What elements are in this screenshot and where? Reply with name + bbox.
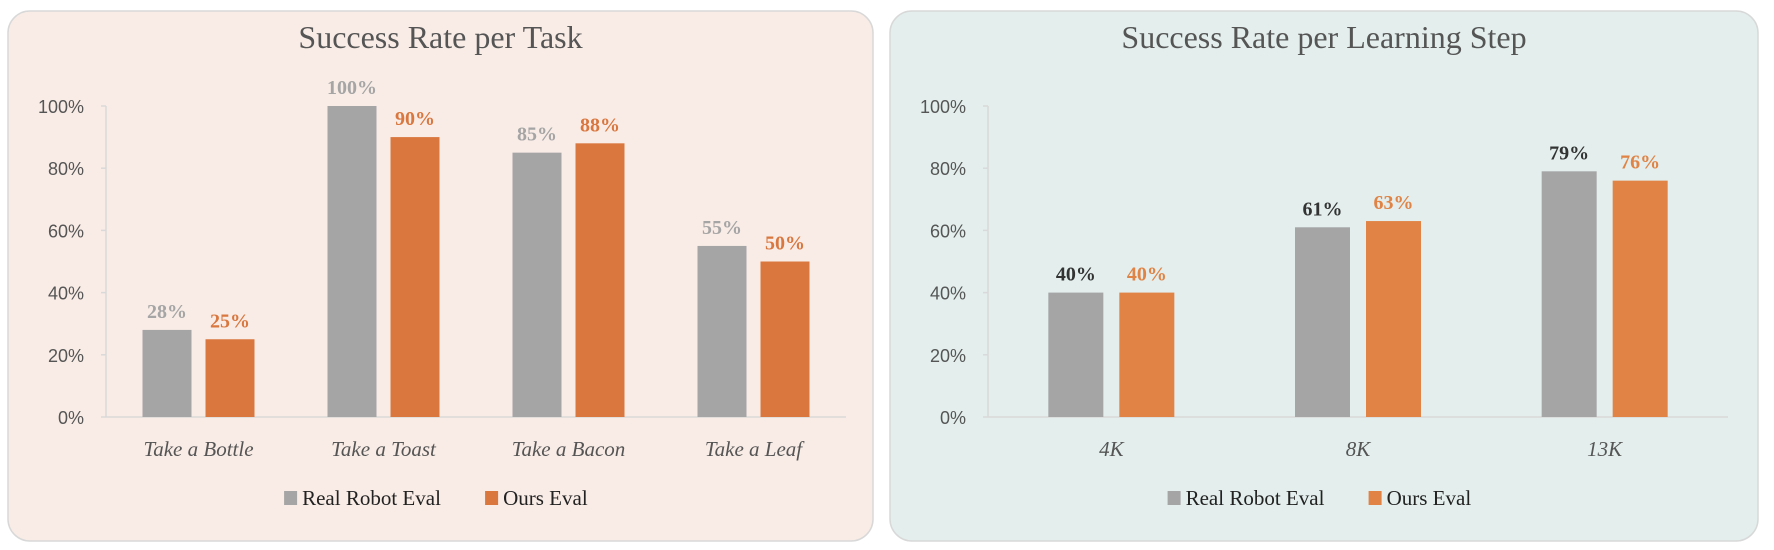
y-tick-label: 0% xyxy=(58,408,84,428)
data-label: 90% xyxy=(395,108,435,130)
data-label: 76% xyxy=(1620,152,1660,174)
legend-swatch xyxy=(1368,491,1382,505)
x-category-label: Take a Toast xyxy=(331,437,437,461)
legend-swatch xyxy=(284,491,298,505)
data-label: 100% xyxy=(327,77,377,99)
bar-ours-eval xyxy=(1612,180,1668,417)
bar-real-robot-eval xyxy=(697,245,747,417)
data-label: 25% xyxy=(210,310,250,332)
legend-label: Ours Eval xyxy=(503,486,588,510)
y-tick-label: 0% xyxy=(940,408,966,428)
bar-ours-eval xyxy=(1119,292,1175,417)
y-tick-label: 80% xyxy=(930,159,966,179)
x-category-label: 13K xyxy=(1587,437,1623,461)
y-tick-label: 100% xyxy=(920,97,966,117)
legend-swatch xyxy=(1167,491,1181,505)
x-category-label: Take a Bacon xyxy=(512,437,626,461)
y-tick-label: 20% xyxy=(930,346,966,366)
bar-real-robot-eval xyxy=(142,329,192,417)
bar-real-robot-eval xyxy=(512,152,562,417)
y-tick-label: 60% xyxy=(930,221,966,241)
y-tick-label: 80% xyxy=(48,159,84,179)
bar-real-robot-eval xyxy=(1541,171,1597,417)
data-label: 50% xyxy=(765,233,805,255)
bar-ours-eval xyxy=(390,137,440,417)
data-label: 79% xyxy=(1549,142,1589,164)
data-label: 55% xyxy=(702,217,742,239)
chart-title: Success Rate per Task xyxy=(298,19,582,55)
bar-ours-eval xyxy=(1366,221,1421,417)
bar-ours-eval xyxy=(205,339,255,417)
chart-panel-0: Success Rate per Task 0% 20% 40% 60% 80% 100% T… xyxy=(7,10,874,542)
x-category-label: 8K xyxy=(1346,437,1372,461)
chart-panel-1: Success Rate per Learning Step 0% 20% 40% 60… xyxy=(889,10,1759,542)
x-category-label: 4K xyxy=(1099,437,1125,461)
data-label: 40% xyxy=(1127,264,1167,286)
legend-label: Real Robot Eval xyxy=(1186,486,1325,510)
data-label: 63% xyxy=(1374,192,1414,214)
data-label: 88% xyxy=(580,114,620,136)
bar-ours-eval xyxy=(575,143,625,417)
y-tick-label: 60% xyxy=(48,221,84,241)
x-category-label: Take a Leaf xyxy=(705,437,805,461)
y-tick-label: 100% xyxy=(38,97,84,117)
data-label: 61% xyxy=(1303,198,1343,220)
legend: Real Robot Eval Ours Eval xyxy=(1167,486,1472,510)
bar-real-robot-eval xyxy=(1295,227,1350,417)
legend-label: Real Robot Eval xyxy=(302,486,441,510)
y-tick-label: 40% xyxy=(930,284,966,304)
chart-title: Success Rate per Learning Step xyxy=(1121,19,1526,55)
y-tick-label: 20% xyxy=(48,346,84,366)
y-tick-label: 40% xyxy=(48,284,84,304)
x-category-label: Take a Bottle xyxy=(143,437,253,461)
bar-real-robot-eval xyxy=(1048,292,1104,417)
data-label: 28% xyxy=(147,301,187,323)
legend-swatch xyxy=(485,491,499,505)
legend-label: Ours Eval xyxy=(1387,486,1472,510)
legend: Real Robot Eval Ours Eval xyxy=(284,486,588,510)
bar-ours-eval xyxy=(760,261,810,417)
bar-real-robot-eval xyxy=(327,106,377,417)
data-label: 40% xyxy=(1056,264,1096,286)
data-label: 85% xyxy=(517,124,557,146)
